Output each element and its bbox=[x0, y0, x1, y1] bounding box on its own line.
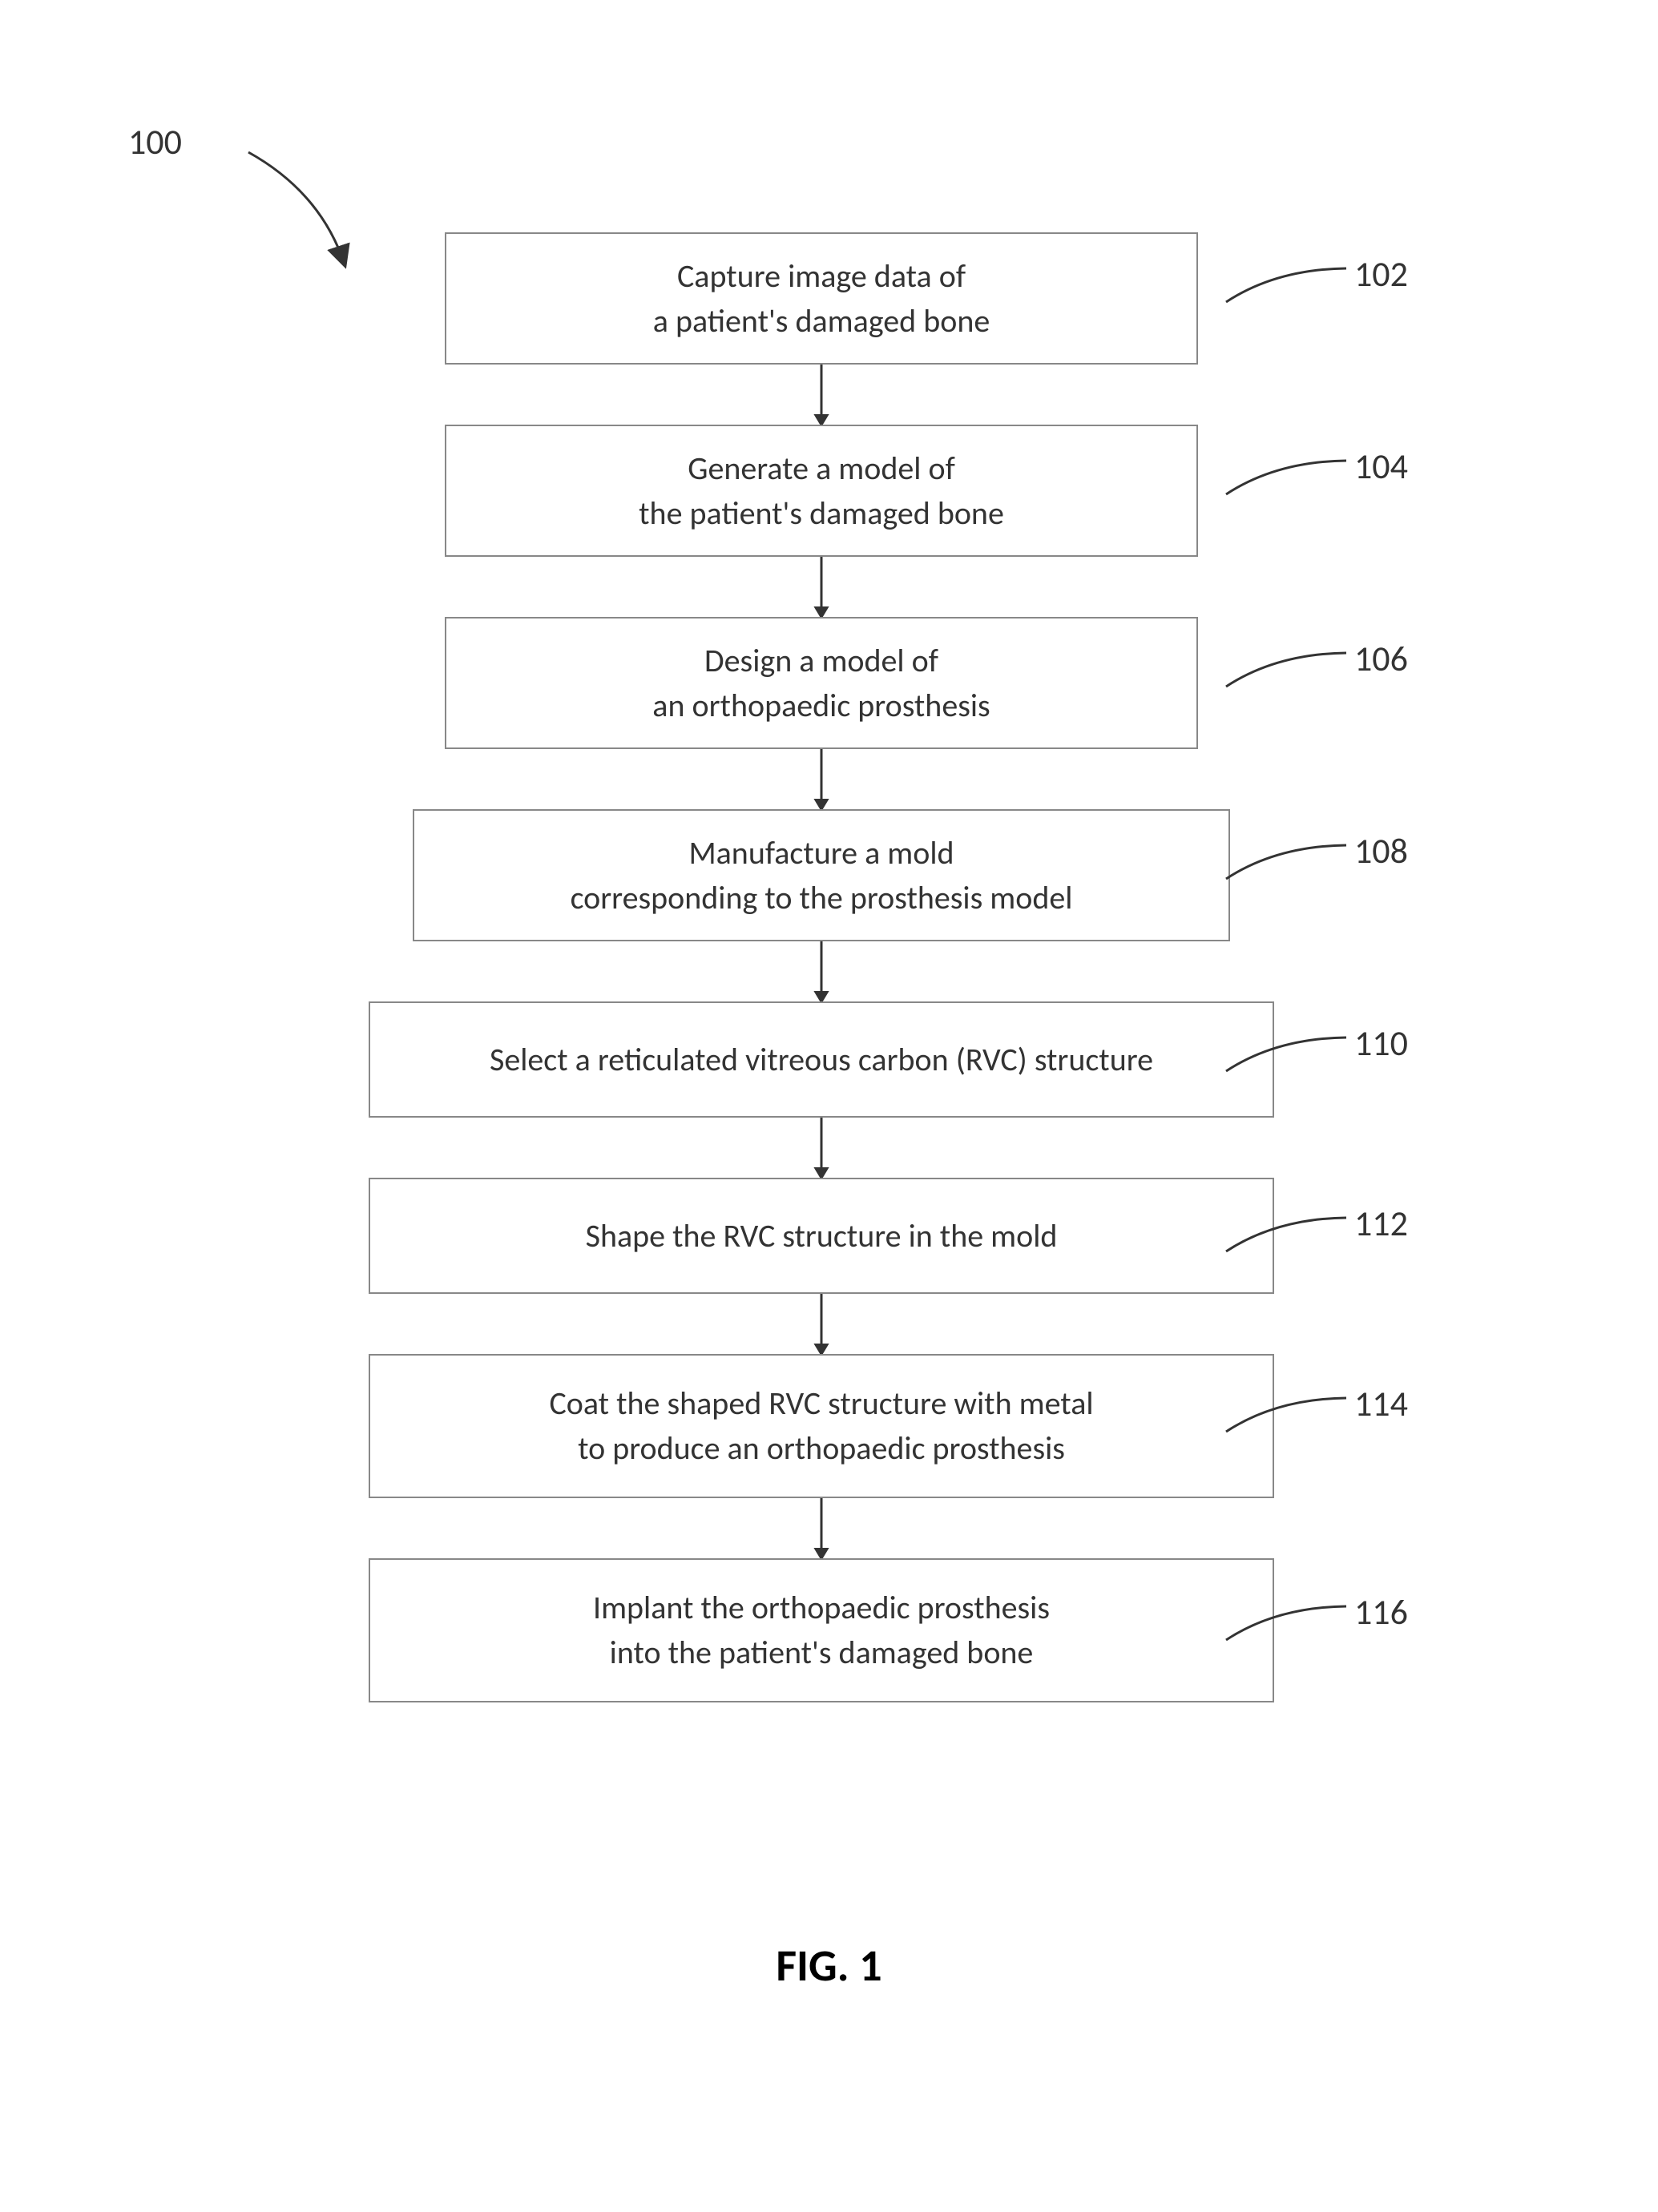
ref-curve-icon bbox=[1222, 647, 1358, 699]
ref-curve-icon bbox=[1222, 1031, 1358, 1083]
arrow-down-icon bbox=[280, 1294, 1362, 1354]
flow-step-text: Coat the shaped RVC structure with metal bbox=[549, 1381, 1093, 1426]
flow-step-text: a patient's damaged bone bbox=[653, 299, 990, 344]
ref-curve-icon bbox=[1222, 1211, 1358, 1263]
flow-step-112: Shape the RVC structure in the mold bbox=[369, 1178, 1274, 1294]
ref-curve-icon bbox=[1222, 1392, 1358, 1444]
ref-curve-icon bbox=[1222, 1600, 1358, 1652]
ref-label-102: 102 bbox=[1354, 252, 1408, 296]
arrow-down-icon bbox=[280, 749, 1362, 809]
flow-step-text: an orthopaedic prosthesis bbox=[652, 683, 990, 728]
arrow-down-icon bbox=[280, 1498, 1362, 1558]
flow-step-text: Manufacture a mold bbox=[688, 831, 954, 876]
flow-step-text: Design a model of bbox=[704, 639, 938, 683]
flow-step-text: the patient's damaged bone bbox=[639, 491, 1004, 536]
ref-label-108: 108 bbox=[1354, 829, 1408, 872]
arrow-down-icon bbox=[280, 941, 1362, 1001]
flow-step-text: Implant the orthopaedic prosthesis bbox=[593, 1585, 1050, 1630]
arrow-down-icon bbox=[280, 365, 1362, 425]
ref-curve-icon bbox=[1222, 262, 1358, 314]
ref-label-116: 116 bbox=[1354, 1590, 1408, 1634]
arrow-down-icon bbox=[280, 1118, 1362, 1178]
flow-step-102: Capture image data ofa patient's damaged… bbox=[445, 232, 1198, 365]
flow-step-text: to produce an orthopaedic prosthesis bbox=[578, 1426, 1065, 1471]
flow-step-text: into the patient's damaged bone bbox=[610, 1630, 1034, 1675]
flow-step-104: Generate a model ofthe patient's damaged… bbox=[445, 425, 1198, 557]
flow-step-114: Coat the shaped RVC structure with metal… bbox=[369, 1354, 1274, 1498]
arrow-down-icon bbox=[280, 557, 1362, 617]
figure-caption: FIG. 1 bbox=[0, 1939, 1658, 1993]
flow-step-106: Design a model ofan orthopaedic prosthes… bbox=[445, 617, 1198, 749]
flow-step-text: Shape the RVC structure in the mold bbox=[586, 1214, 1058, 1259]
ref-label-106: 106 bbox=[1354, 637, 1408, 680]
flow-step-108: Manufacture a moldcorresponding to the p… bbox=[413, 809, 1230, 941]
flowchart-container: Capture image data ofa patient's damaged… bbox=[280, 232, 1362, 1702]
ref-curve-icon bbox=[1222, 454, 1358, 506]
ref-label-112: 112 bbox=[1354, 1202, 1408, 1245]
ref-label-110: 110 bbox=[1354, 1021, 1408, 1065]
ref-label-104: 104 bbox=[1354, 445, 1408, 488]
flow-step-text: Generate a model of bbox=[688, 446, 955, 491]
flow-step-text: corresponding to the prosthesis model bbox=[571, 876, 1073, 921]
flow-step-text: Select a reticulated vitreous carbon (RV… bbox=[490, 1038, 1153, 1082]
flow-step-116: Implant the orthopaedic prosthesisinto t… bbox=[369, 1558, 1274, 1702]
flow-step-110: Select a reticulated vitreous carbon (RV… bbox=[369, 1001, 1274, 1118]
ref-label-114: 114 bbox=[1354, 1382, 1408, 1425]
ref-curve-icon bbox=[1222, 839, 1358, 891]
flow-step-text: Capture image data of bbox=[677, 254, 966, 299]
